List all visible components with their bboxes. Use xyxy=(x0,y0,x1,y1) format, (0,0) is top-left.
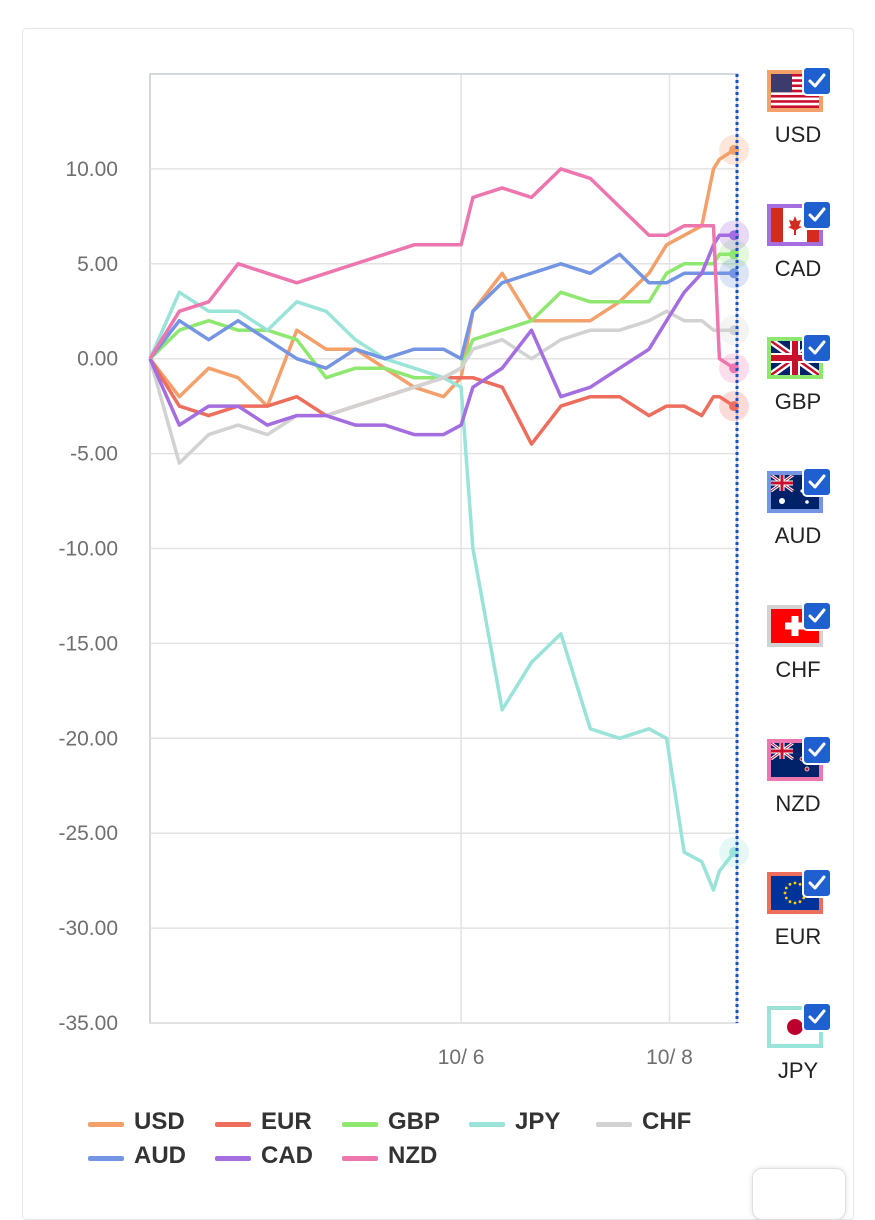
end-marker-eur xyxy=(729,401,740,412)
currency-toggle-usd[interactable]: USD xyxy=(762,66,834,160)
checkbox-checked-icon[interactable] xyxy=(802,868,832,899)
y-tick-label: -10.00 xyxy=(58,538,118,561)
floating-button[interactable] xyxy=(752,1168,846,1220)
y-tick-label: -5.00 xyxy=(70,443,118,466)
chart-card xyxy=(22,28,854,1220)
x-tick-label: 10/ 6 xyxy=(438,1046,485,1069)
legend-swatch xyxy=(215,1122,251,1127)
series-line-aud xyxy=(148,252,735,370)
legend-swatch xyxy=(342,1122,378,1127)
currency-toggle-nzd[interactable]: NZD xyxy=(762,734,834,829)
currency-label: CAD xyxy=(774,255,822,281)
currency-label: USD xyxy=(774,122,822,147)
legend-swatch xyxy=(88,1156,124,1161)
currency-label: JPY xyxy=(777,1057,819,1083)
series-line-eur xyxy=(148,357,736,446)
currency-label: EUR xyxy=(774,924,822,950)
checkbox-checked-icon[interactable] xyxy=(802,600,832,631)
legend-swatch xyxy=(596,1122,632,1127)
legend-label: AUD xyxy=(134,1142,186,1169)
series-end-markers xyxy=(719,134,750,868)
y-tick-label: -25.00 xyxy=(58,822,118,845)
y-axis-ticks: 10.00 5.00 0.00 -5.00 -10.00 -15.00 -20.00 -25.… xyxy=(58,158,118,1035)
legend-label: NZD xyxy=(388,1142,438,1169)
legend-label: GBP xyxy=(388,1108,441,1135)
series-lines xyxy=(148,148,736,892)
series-line-nzd xyxy=(148,167,736,370)
x-tick-label: 10/ 8 xyxy=(646,1046,693,1069)
legend-label: EUR xyxy=(261,1108,312,1135)
currency-toggle-jpy[interactable]: JPY xyxy=(762,1001,834,1096)
y-tick-label: -30.00 xyxy=(58,917,118,940)
currency-toggle-gbp[interactable]: GBP xyxy=(762,333,834,427)
legend-swatch xyxy=(342,1156,378,1161)
series-line-jpy xyxy=(148,290,736,892)
series-line-cad xyxy=(148,233,735,437)
grid xyxy=(149,73,738,1024)
x-axis-ticks: 10/ 6 10/ 8 xyxy=(438,1046,693,1069)
checkbox-checked-icon[interactable] xyxy=(802,199,832,230)
currency-label: NZD xyxy=(775,790,821,816)
y-tick-label: -35.00 xyxy=(58,1012,118,1035)
legend-label: USD xyxy=(134,1108,185,1135)
legend-swatch xyxy=(469,1122,505,1127)
checkbox-checked-icon[interactable] xyxy=(802,66,832,96)
currency-label: AUD xyxy=(774,523,822,549)
checkbox-checked-icon[interactable] xyxy=(802,734,832,765)
y-tick-label: 0.00 xyxy=(77,348,118,371)
y-tick-label: 5.00 xyxy=(77,253,118,276)
legend-swatch xyxy=(215,1156,251,1161)
y-tick-label: -15.00 xyxy=(58,632,118,655)
legend-label: JPY xyxy=(515,1108,561,1135)
checkbox-checked-icon[interactable] xyxy=(802,333,832,364)
currency-label: GBP xyxy=(774,389,822,415)
currency-toggle-cad[interactable]: CAD xyxy=(762,199,834,294)
currency-toggle-chf[interactable]: CHF xyxy=(762,600,834,695)
checkbox-checked-icon[interactable] xyxy=(802,1001,832,1032)
legend-label: CHF xyxy=(642,1108,692,1135)
legend-label: CAD xyxy=(261,1142,313,1169)
currency-toggle-eur[interactable]: EUR xyxy=(762,868,834,962)
series-line-chf xyxy=(148,309,735,465)
y-tick-label: 10.00 xyxy=(65,158,118,181)
currency-label: CHF xyxy=(775,656,821,682)
chart-legend: USD EUR GBP JPY CHF AUD CAD NZD xyxy=(88,1108,728,1178)
legend-swatch xyxy=(88,1122,124,1127)
currency-toggle-aud[interactable]: AUD xyxy=(762,467,834,561)
end-marker-aud xyxy=(729,268,740,279)
checkbox-checked-icon[interactable] xyxy=(802,467,832,498)
y-tick-label: -20.00 xyxy=(58,727,118,750)
